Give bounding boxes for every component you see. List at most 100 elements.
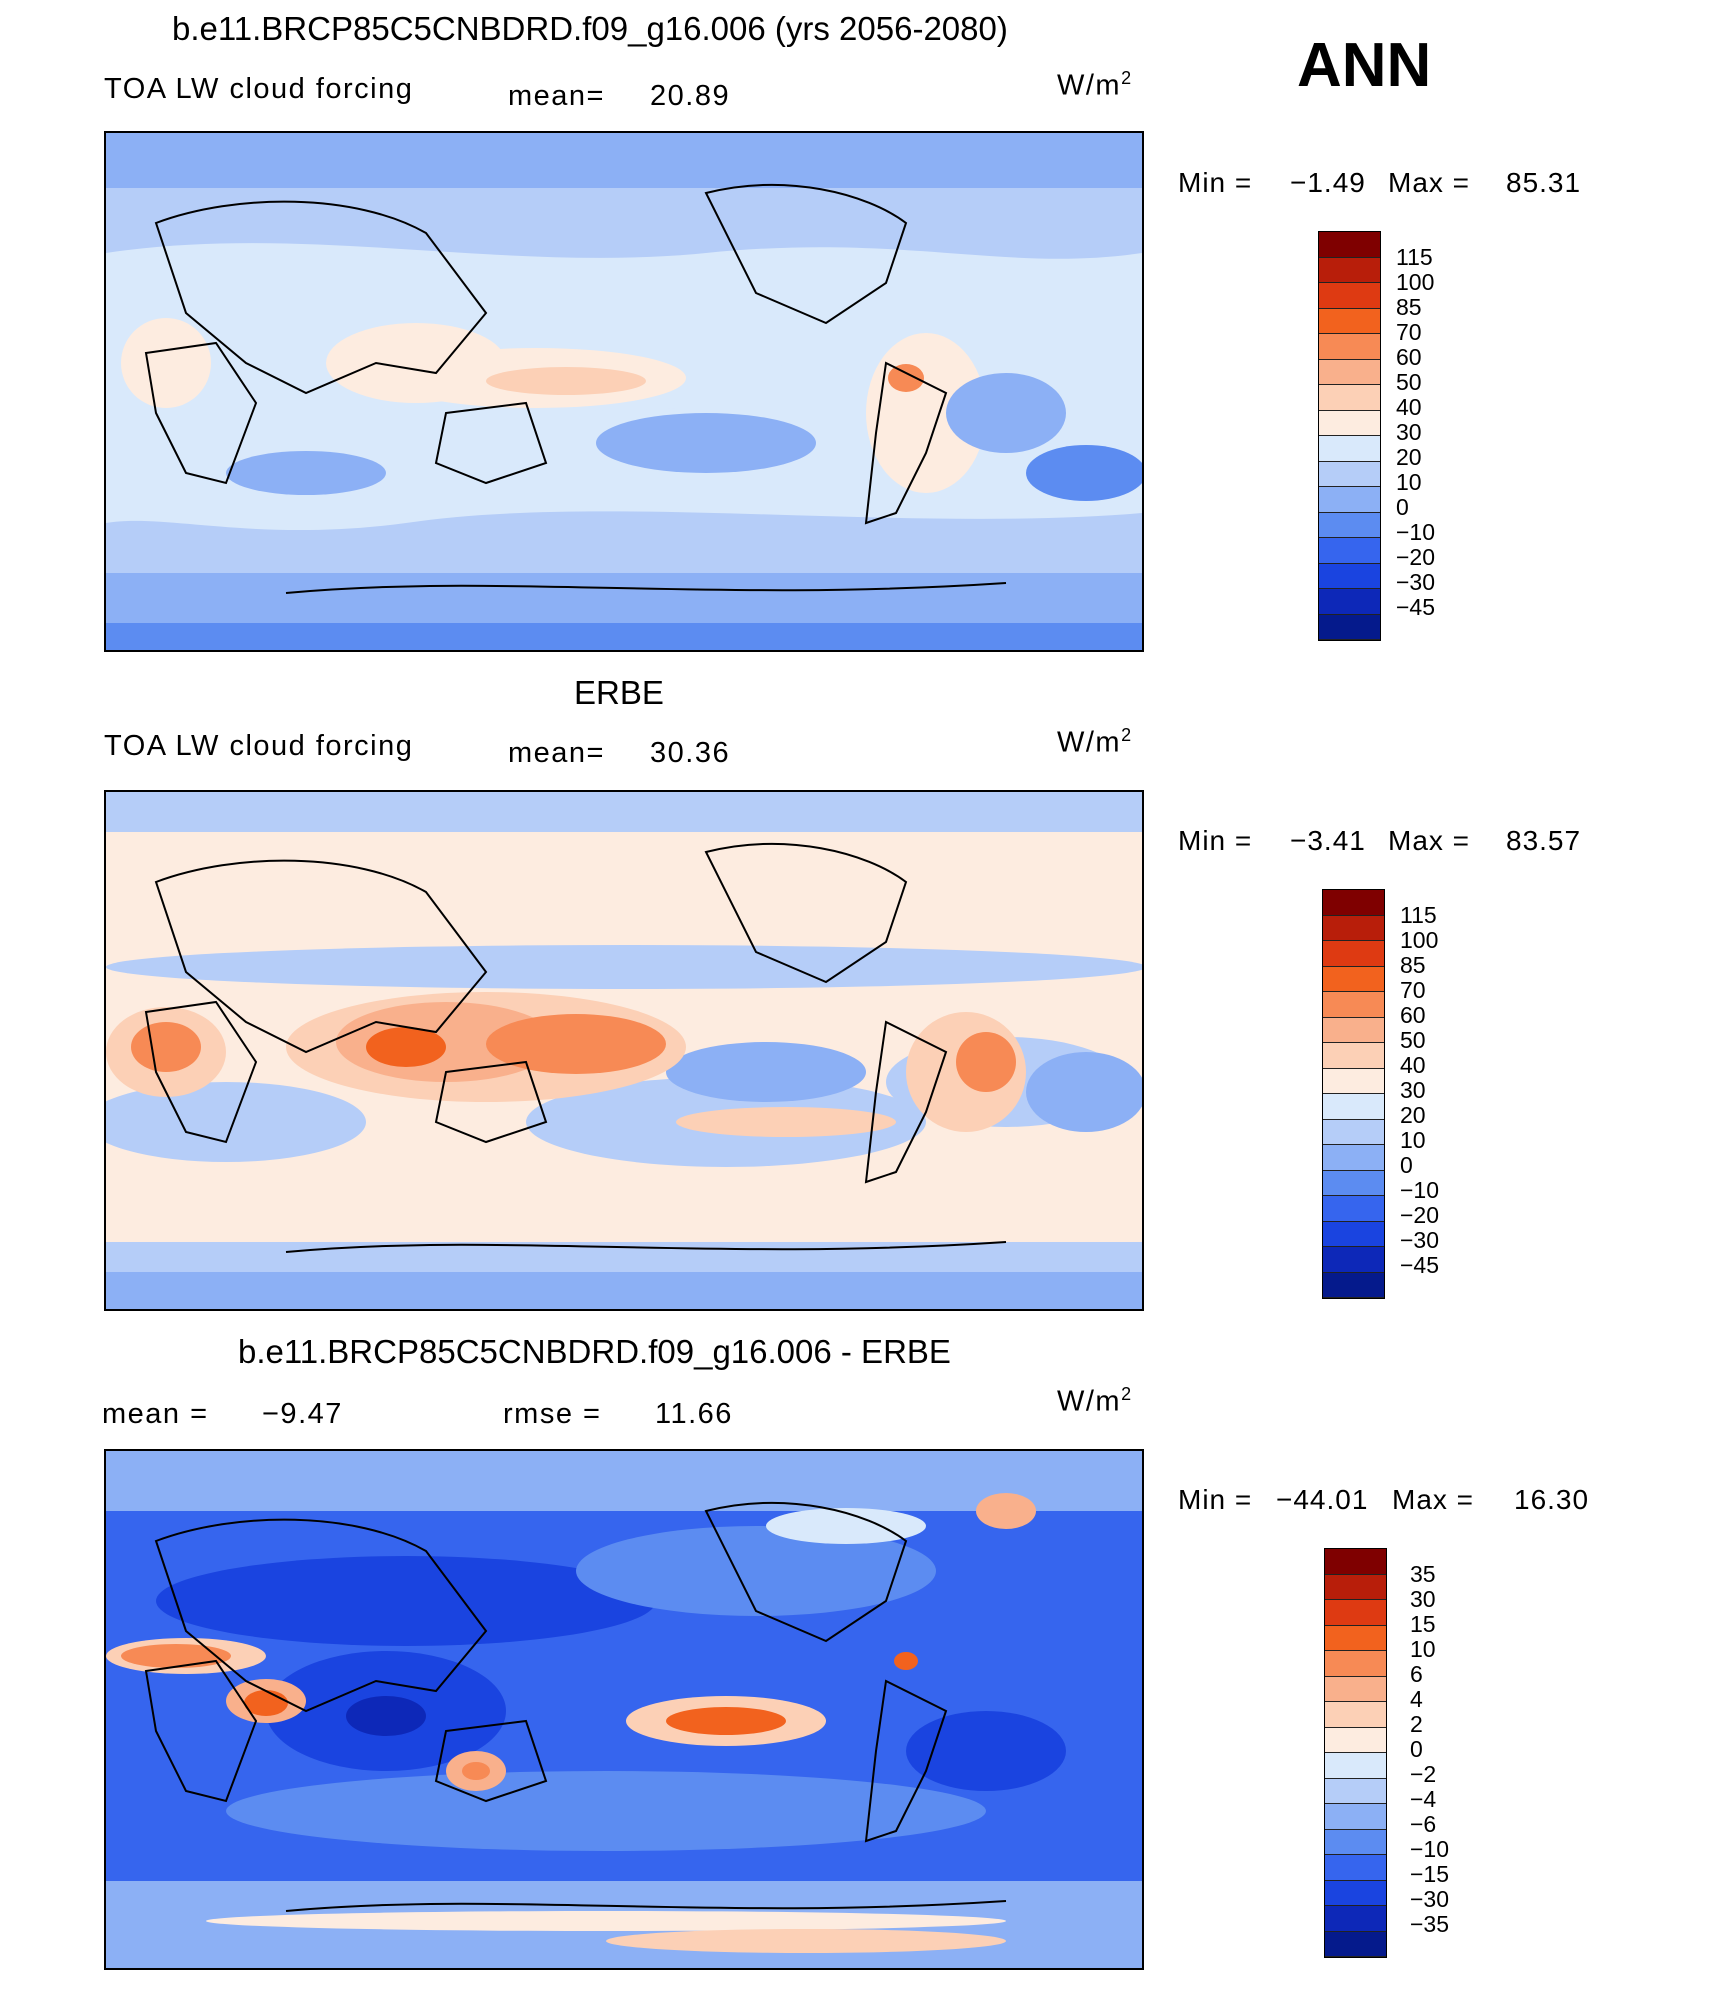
colorbar-tick-label: 35 <box>1410 1561 1436 1587</box>
colorbar-tick-label: 20 <box>1396 444 1422 470</box>
panel3-mean-value: −9.47 <box>262 1398 343 1430</box>
panel3-colorbar-ticks: 35 30 15 10 6 4 2 0 −2 −4 −6 −10 −15 −30 −35 <box>1410 1562 1449 1937</box>
panel3-rmse-label: rmse = <box>503 1398 602 1430</box>
colorbar-swatch <box>1323 915 1384 941</box>
colorbar-swatch <box>1319 512 1380 538</box>
panel1-mean-value: 20.89 <box>650 80 731 112</box>
colorbar-swatch <box>1319 487 1380 513</box>
colorbar-tick-label: 70 <box>1400 977 1426 1003</box>
panel2-colorbar <box>1322 889 1385 1299</box>
panel2-mean-label: mean= <box>508 737 605 769</box>
colorbar-swatch <box>1319 283 1380 309</box>
colorbar-tick-label: −20 <box>1396 544 1436 570</box>
colorbar-swatch <box>1319 257 1380 283</box>
colorbar-tick-label: −20 <box>1400 1202 1440 1228</box>
colorbar-swatch <box>1323 1145 1384 1171</box>
panel2-mean-value: 30.36 <box>650 737 731 769</box>
colorbar-tick-label: 30 <box>1400 1077 1426 1103</box>
colorbar-tick-label: 85 <box>1400 952 1426 978</box>
colorbar-tick-label: 115 <box>1396 244 1433 270</box>
colorbar-tick-label: 85 <box>1396 294 1422 320</box>
colorbar-swatch <box>1325 1855 1386 1881</box>
colorbar-swatch <box>1323 1272 1384 1298</box>
colorbar-tick-label: −10 <box>1400 1177 1440 1203</box>
panel3-title: b.e11.BRCP85C5CNBDRD.f09_g16.006 - ERBE <box>238 1333 951 1370</box>
colorbar-swatch <box>1325 1676 1386 1702</box>
panel2-min-value: −3.41 <box>1290 825 1366 856</box>
colorbar-swatch <box>1325 1574 1386 1600</box>
colorbar-swatch <box>1325 1804 1386 1830</box>
panel3-rmse-value: 11.66 <box>655 1398 733 1430</box>
colorbar-tick-label: −10 <box>1410 1836 1450 1862</box>
colorbar-swatch <box>1323 966 1384 992</box>
season-label: ANN <box>1297 31 1432 100</box>
panel1-map <box>104 131 1144 652</box>
colorbar-tick-label: 70 <box>1396 319 1422 345</box>
colorbar-swatch <box>1323 1196 1384 1222</box>
colorbar-tick-label: 0 <box>1410 1736 1423 1762</box>
colorbar-tick-label: 4 <box>1410 1686 1423 1712</box>
colorbar-swatch <box>1325 1906 1386 1932</box>
colorbar-tick-label: 10 <box>1400 1127 1426 1153</box>
panel2-max-label: Max = <box>1388 825 1471 856</box>
colorbar-swatch <box>1323 992 1384 1018</box>
colorbar-swatch <box>1323 1068 1384 1094</box>
colorbar-swatch <box>1319 538 1380 564</box>
colorbar-tick-label: −30 <box>1400 1227 1440 1253</box>
colorbar-tick-label: 2 <box>1410 1711 1423 1737</box>
colorbar-tick-label: −4 <box>1410 1786 1437 1812</box>
colorbar-tick-label: 15 <box>1410 1611 1436 1637</box>
colorbar-swatch <box>1319 359 1380 385</box>
colorbar-swatch <box>1325 1702 1386 1728</box>
colorbar-tick-label: −2 <box>1410 1761 1437 1787</box>
colorbar-tick-label: −45 <box>1400 1252 1440 1278</box>
panel1-min-value: −1.49 <box>1290 167 1366 198</box>
panel2-units: W/m2 <box>1057 725 1133 759</box>
colorbar-swatch <box>1323 1043 1384 1069</box>
panel2-colorbar-ticks: 115 100 85 70 60 50 40 30 20 10 0 −10 −20 −30 −45 <box>1400 903 1439 1278</box>
panel3-colorbar <box>1324 1548 1387 1958</box>
colorbar-tick-label: 6 <box>1410 1661 1423 1687</box>
panel3-max-label: Max = <box>1392 1484 1475 1515</box>
colorbar-tick-label: −15 <box>1410 1861 1450 1887</box>
panel2-map <box>104 790 1144 1311</box>
colorbar-swatch <box>1323 1017 1384 1043</box>
colorbar-tick-label: 60 <box>1396 344 1422 370</box>
colorbar-tick-label: 0 <box>1400 1152 1413 1178</box>
panel1-mean-label: mean= <box>508 80 605 112</box>
colorbar-tick-label: 0 <box>1396 494 1409 520</box>
colorbar-swatch <box>1325 1753 1386 1779</box>
panel1-max-value: 85.31 <box>1506 167 1582 198</box>
panel1-colorbar-ticks: 115 100 85 70 60 50 40 30 20 10 0 −10 −20 −30 −45 <box>1396 245 1435 620</box>
panel1-min-label: Min = <box>1178 167 1253 198</box>
colorbar-tick-label: −30 <box>1410 1886 1450 1912</box>
colorbar-swatch <box>1319 563 1380 589</box>
colorbar-tick-label: −45 <box>1396 594 1436 620</box>
colorbar-swatch <box>1325 1549 1386 1575</box>
panel1-units: W/m2 <box>1057 68 1133 102</box>
panel1-max-label: Max = <box>1388 167 1471 198</box>
colorbar-swatch <box>1323 1094 1384 1120</box>
panel3-mean-label: mean = <box>102 1398 209 1430</box>
colorbar-swatch <box>1325 1727 1386 1753</box>
colorbar-tick-label: 10 <box>1410 1636 1436 1662</box>
colorbar-swatch <box>1325 1778 1386 1804</box>
panel2-variable-label: TOA LW cloud forcing <box>104 730 414 762</box>
colorbar-swatch <box>1319 334 1380 360</box>
colorbar-swatch <box>1325 1931 1386 1957</box>
colorbar-swatch <box>1323 890 1384 916</box>
colorbar-swatch <box>1319 308 1380 334</box>
colorbar-swatch <box>1323 1247 1384 1273</box>
colorbar-swatch <box>1319 410 1380 436</box>
panel3-min-value: −44.01 <box>1276 1484 1369 1515</box>
colorbar-swatch <box>1325 1829 1386 1855</box>
colorbar-swatch <box>1323 1119 1384 1145</box>
colorbar-swatch <box>1319 436 1380 462</box>
panel3-map <box>104 1449 1144 1970</box>
colorbar-swatch <box>1323 1170 1384 1196</box>
panel2-max-value: 83.57 <box>1506 825 1582 856</box>
colorbar-swatch <box>1319 385 1380 411</box>
colorbar-swatch <box>1319 461 1380 487</box>
panel1-variable-label: TOA LW cloud forcing <box>104 73 414 105</box>
colorbar-tick-label: 10 <box>1396 469 1422 495</box>
